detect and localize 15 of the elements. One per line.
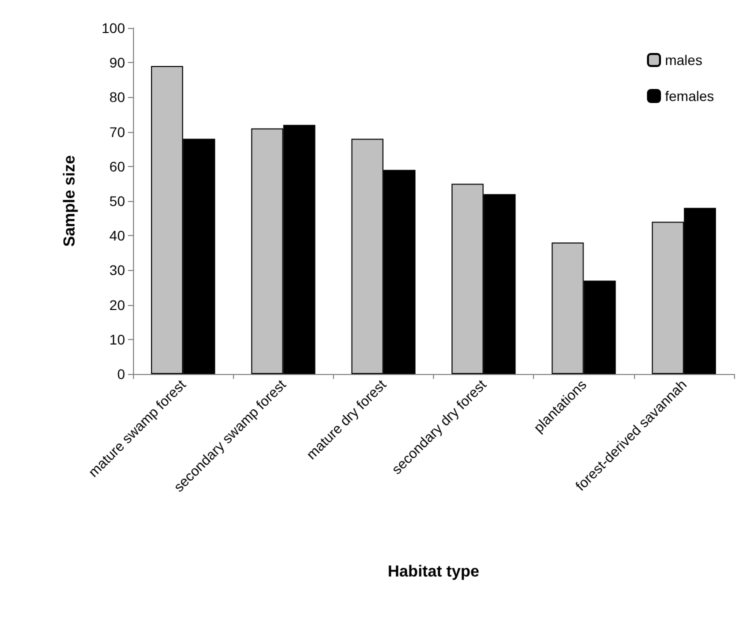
legend-label: females [664,88,714,104]
y-tick-label: 0 [117,366,126,382]
legend-label: males [664,52,702,68]
y-tick-label: 50 [109,193,126,209]
y-tick-label: 90 [109,54,126,71]
y-tick-label: 100 [102,20,126,36]
y-tick-label: 40 [109,228,126,244]
y-tick-label: 80 [109,89,126,106]
y-axis-title: Sample size [62,155,78,247]
y-tick-label: 20 [109,296,126,313]
y-tick-label: 60 [109,158,126,174]
y-tick-label: 10 [109,331,126,348]
y-tick-label: 30 [109,262,126,278]
x-axis-title: Habitat type [388,564,480,580]
y-tick-label: 70 [109,124,126,140]
